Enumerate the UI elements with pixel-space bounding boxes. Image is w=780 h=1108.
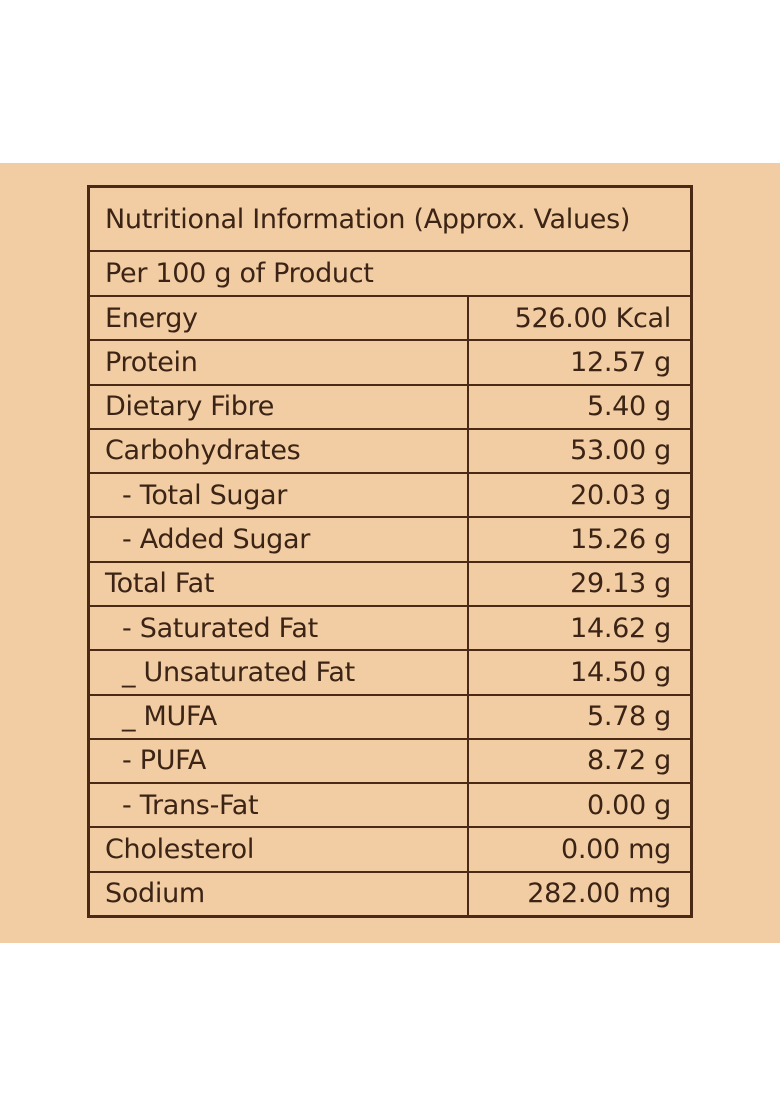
column-divider [467, 784, 469, 827]
table-row: Cholesterol 0.00 mg [90, 826, 690, 871]
nutrient-label: Protein [105, 346, 198, 378]
nutrient-label: - Saturated Fat [122, 612, 318, 644]
nutrient-value: 5.78 g [586, 701, 671, 733]
nutrient-label: - Added Sugar [122, 524, 311, 556]
nutrient-label: Total Fat [105, 568, 215, 600]
table-row: - Saturated Fat 14.62 g [90, 605, 690, 650]
table-row: - PUFA 8.72 g [90, 737, 690, 783]
column-divider [467, 607, 469, 650]
column-divider [467, 297, 469, 340]
nutrient-label: Carbohydrates [105, 435, 301, 467]
table-title: Nutritional Information (Approx. Values) [105, 203, 631, 235]
table-row: Energy 526.00 Kcal [90, 295, 690, 340]
column-divider [467, 518, 469, 561]
nutrient-label: Dietary Fibre [105, 391, 275, 423]
table-row: Protein 12.57 g [90, 339, 690, 384]
title-row: Nutritional Information (Approx. Values) [90, 188, 690, 250]
nutrient-label: Energy [105, 302, 198, 334]
nutrient-value: 29.13 g [570, 568, 671, 600]
column-divider [467, 651, 469, 694]
nutrient-label: Sodium [105, 878, 205, 910]
nutrient-value: 53.00 g [570, 435, 671, 467]
nutrient-value: 0.00 g [586, 789, 671, 821]
nutrient-value: 526.00 Kcal [514, 302, 672, 334]
nutrient-value: 15.26 g [570, 524, 671, 556]
column-divider [467, 562, 469, 605]
table-subtitle: Per 100 g of Product [105, 258, 374, 289]
nutrient-value: 14.62 g [570, 612, 671, 644]
table-row: Total Fat 29.13 g [90, 560, 690, 605]
table-row: Carbohydrates 53.00 g [90, 427, 690, 473]
table-row: Sodium 282.00 mg [90, 870, 690, 915]
nutrient-label: Cholesterol [105, 834, 255, 866]
table-row: - Trans-Fat 0.00 g [90, 782, 690, 827]
nutrient-label: _ Unsaturated Fat [122, 656, 355, 688]
subtitle-row: Per 100 g of Product [90, 250, 690, 295]
nutrient-label: - Total Sugar [122, 479, 288, 511]
nutrient-value: 5.40 g [586, 391, 671, 423]
table-row: - Added Sugar 15.26 g [90, 516, 690, 561]
nutrient-label: _ MUFA [122, 701, 217, 733]
nutrient-value: 14.50 g [570, 656, 671, 688]
table-row: _ Unsaturated Fat 14.50 g [90, 649, 690, 694]
column-divider [467, 828, 469, 871]
column-divider [467, 474, 469, 517]
column-divider [467, 385, 469, 428]
nutrient-label: - Trans-Fat [122, 789, 259, 821]
nutrition-table: Nutritional Information (Approx. Values)… [87, 185, 693, 918]
nutrient-value: 282.00 mg [527, 878, 671, 910]
nutrient-value: 8.72 g [586, 745, 671, 777]
column-divider [467, 341, 469, 384]
nutrient-value: 20.03 g [570, 479, 671, 511]
background-band [0, 163, 780, 943]
nutrient-value: 12.57 g [570, 346, 671, 378]
nutrient-label: - PUFA [122, 745, 207, 777]
column-divider [467, 872, 469, 915]
table-row: Dietary Fibre 5.40 g [90, 383, 690, 428]
column-divider [467, 739, 469, 783]
column-divider [467, 429, 469, 473]
table-row: _ MUFA 5.78 g [90, 693, 690, 738]
nutrient-value: 0.00 mg [560, 834, 671, 866]
column-divider [467, 695, 469, 738]
table-row: - Total Sugar 20.03 g [90, 472, 690, 517]
